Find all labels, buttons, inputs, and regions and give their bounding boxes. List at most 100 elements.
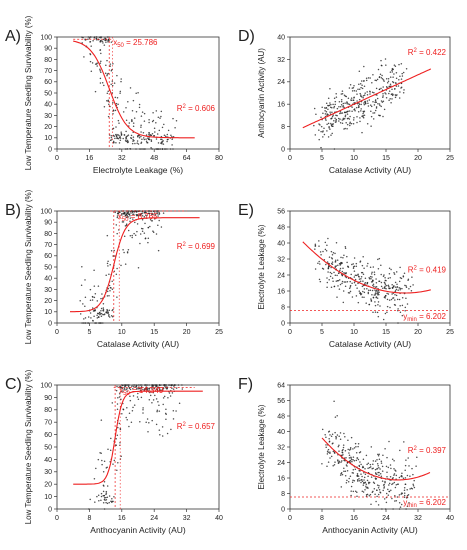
data-point xyxy=(147,241,149,244)
data-point xyxy=(115,141,117,144)
data-point xyxy=(377,292,379,294)
data-point xyxy=(129,217,132,219)
data-point xyxy=(331,115,334,118)
data-point xyxy=(324,248,327,251)
data-point xyxy=(331,125,333,127)
data-point xyxy=(89,312,92,314)
data-point xyxy=(356,491,358,493)
data-point xyxy=(145,384,148,386)
data-point xyxy=(397,483,399,486)
x-tick-label: 5 xyxy=(87,329,91,336)
data-point xyxy=(106,73,109,75)
data-point xyxy=(397,85,400,87)
data-point xyxy=(149,225,151,228)
data-point xyxy=(359,280,362,282)
data-point xyxy=(372,100,374,103)
data-point xyxy=(399,266,401,269)
data-point xyxy=(130,134,133,137)
data-point xyxy=(324,434,326,436)
data-point xyxy=(395,294,398,297)
data-point xyxy=(134,234,137,237)
data-point xyxy=(369,266,372,268)
y-tick-label: 48 xyxy=(277,413,285,420)
data-point xyxy=(125,213,128,215)
data-point xyxy=(384,312,387,315)
data-point xyxy=(157,148,160,150)
data-point xyxy=(330,134,332,136)
data-point xyxy=(381,74,383,77)
data-point xyxy=(402,71,405,74)
data-point xyxy=(336,434,339,436)
data-point xyxy=(161,148,164,150)
data-point xyxy=(107,100,110,103)
data-point xyxy=(353,460,356,462)
data-point xyxy=(402,477,405,480)
data-point xyxy=(156,148,159,150)
data-point xyxy=(155,148,157,150)
data-point xyxy=(104,72,107,74)
data-point xyxy=(401,304,404,307)
data-point xyxy=(137,387,140,390)
data-point xyxy=(395,484,398,486)
y-tick-label: 30 xyxy=(44,287,52,294)
data-point xyxy=(363,288,366,290)
data-point xyxy=(366,100,369,102)
data-point xyxy=(374,286,377,288)
panel-label: D) xyxy=(238,28,255,45)
data-point xyxy=(314,248,316,250)
data-point xyxy=(378,453,380,455)
data-point xyxy=(372,283,375,285)
data-point xyxy=(350,273,352,276)
data-point xyxy=(342,446,345,449)
x-tick-label: 5 xyxy=(320,155,324,162)
data-point xyxy=(363,94,366,96)
data-point xyxy=(109,449,112,451)
data-point xyxy=(160,384,162,386)
data-point xyxy=(338,272,340,274)
data-point xyxy=(169,148,172,150)
data-point xyxy=(385,284,388,287)
data-point xyxy=(101,463,103,466)
data-point xyxy=(331,433,334,435)
data-point xyxy=(392,508,394,510)
y-axis-label: Electrolyte Leakage (%) xyxy=(257,224,266,309)
data-point xyxy=(131,409,134,412)
data-point xyxy=(148,210,150,212)
data-point xyxy=(132,138,134,141)
data-point xyxy=(339,438,342,440)
data-point xyxy=(132,125,135,127)
data-point xyxy=(367,291,370,294)
data-point xyxy=(313,107,316,110)
data-point xyxy=(371,91,374,94)
data-point xyxy=(393,88,396,90)
data-point xyxy=(131,236,133,239)
data-point xyxy=(363,479,365,481)
data-point xyxy=(127,216,129,218)
data-point xyxy=(110,500,112,503)
data-point xyxy=(383,296,386,298)
data-point xyxy=(96,317,99,319)
data-point xyxy=(382,79,385,81)
data-point xyxy=(143,112,146,115)
data-point xyxy=(166,388,168,390)
data-point xyxy=(129,395,131,398)
data-point xyxy=(394,500,396,502)
data-point xyxy=(351,87,354,89)
data-point xyxy=(348,454,351,457)
data-point xyxy=(148,384,150,386)
x-tick-label: 32 xyxy=(414,515,422,522)
data-point xyxy=(325,249,328,252)
x-tick-label: 10 xyxy=(350,155,358,162)
data-point xyxy=(158,429,161,431)
data-point xyxy=(142,407,144,409)
data-point xyxy=(342,105,344,108)
data-point xyxy=(142,148,144,150)
data-point xyxy=(150,134,153,137)
data-point xyxy=(352,123,355,125)
data-point xyxy=(89,498,91,501)
data-point xyxy=(357,458,360,461)
data-point xyxy=(374,311,377,313)
data-point xyxy=(124,139,127,142)
data-point xyxy=(93,269,95,271)
data-point xyxy=(362,111,365,113)
